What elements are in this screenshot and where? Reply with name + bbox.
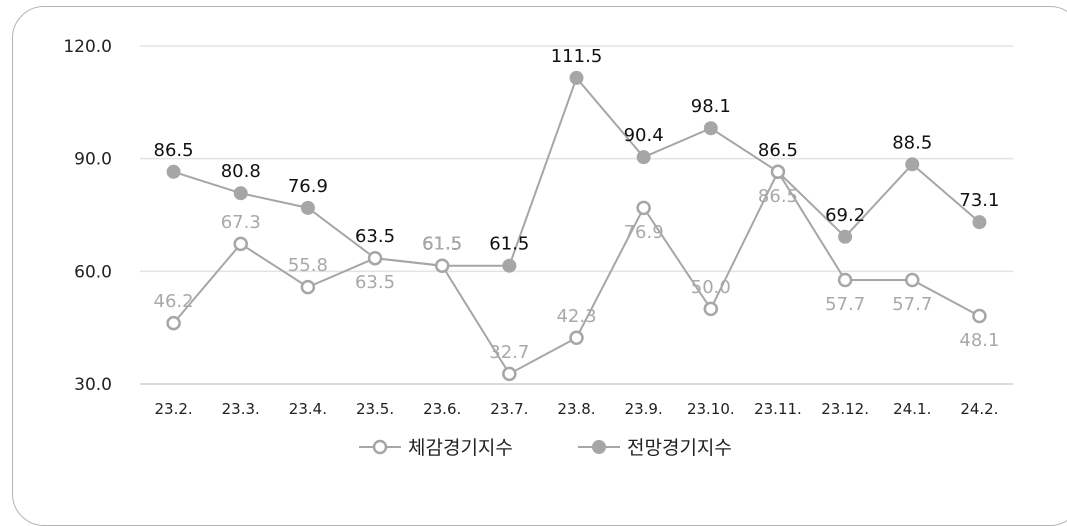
data-label-series-2: 88.5 — [892, 132, 932, 153]
x-tick-label: 23.11. — [754, 400, 802, 418]
data-label-series-1: 46.2 — [154, 291, 194, 312]
legend: 체감경기지수 전망경기지수 — [359, 437, 732, 459]
legend-marker-series-1 — [372, 439, 388, 455]
data-label-series-1: 57.7 — [892, 294, 932, 315]
data-point-series-2 — [905, 157, 920, 172]
data-point-series-1 — [233, 236, 248, 252]
x-tick-label: 23.5. — [356, 400, 394, 418]
data-point-series-1 — [166, 315, 181, 331]
x-tick-label: 23.9. — [625, 400, 663, 418]
data-label-series-2: 80.8 — [221, 161, 261, 182]
y-tick-label: 30.0 — [74, 375, 112, 395]
x-tick-label: 23.8. — [557, 400, 595, 418]
data-point-series-2 — [502, 258, 517, 273]
data-point-series-1 — [972, 308, 987, 324]
series-line-2 — [173, 75, 981, 267]
data-point-series-2 — [569, 70, 584, 85]
data-point-series-2 — [972, 215, 987, 230]
x-tick-label: 23.2. — [154, 400, 192, 418]
data-labels: 86.5 80.8 76.9 63.5 61.5 61.5 111.5 90.4 98.1 86.… — [154, 46, 1000, 363]
series-lines — [172, 75, 981, 376]
data-label-series-2: 98.1 — [691, 96, 731, 117]
x-tick-label: 23.4. — [289, 400, 327, 418]
data-point-series-1 — [905, 272, 920, 288]
data-label-series-1: 57.7 — [825, 294, 865, 315]
data-label-series-1: 67.3 — [221, 212, 261, 233]
x-tick-label: 23.6. — [423, 400, 461, 418]
data-label-series-1: 86.5 — [758, 186, 798, 207]
data-point-series-1 — [837, 272, 853, 288]
x-tick-label: 24.2. — [960, 400, 998, 418]
data-label-series-2: 69.2 — [825, 205, 865, 226]
data-label-series-2: 86.5 — [758, 140, 798, 161]
y-tick-label: 60.0 — [74, 262, 112, 282]
x-axis-ticks: 23.2. 23.3. 23.4. 23.5. 23.6. 23.7. 23.8. 23.9.… — [154, 400, 998, 418]
legend-marker-series-2 — [592, 440, 606, 454]
data-label-series-2: 61.5 — [489, 234, 529, 255]
x-tick-label: 23.7. — [490, 400, 528, 418]
data-label-series-1: 50.0 — [691, 277, 731, 298]
data-point-series-2 — [166, 164, 181, 179]
data-point-series-1 — [367, 250, 383, 266]
data-point-series-1 — [703, 301, 719, 317]
x-tick-label: 24.1. — [893, 400, 931, 418]
data-point-series-1 — [300, 279, 316, 295]
legend-label-series-2: 전망경기지수 — [627, 437, 732, 459]
legend-label-series-1: 체감경기지수 — [408, 437, 513, 459]
data-label-series-2: 76.9 — [288, 176, 328, 197]
x-tick-label: 23.12. — [821, 400, 869, 418]
data-label-series-2: 90.4 — [624, 125, 664, 146]
data-point-series-1 — [636, 200, 651, 216]
data-point-series-1 — [770, 164, 786, 180]
y-tick-label: 120.0 — [63, 37, 112, 57]
data-label-series-1: 63.5 — [355, 272, 395, 293]
data-point-series-2 — [838, 229, 853, 244]
series-markers — [166, 70, 987, 382]
data-label-series-2: 61.5 — [422, 234, 462, 255]
data-point-series-1 — [502, 366, 517, 382]
y-tick-label: 90.0 — [74, 150, 112, 170]
data-point-series-1 — [434, 258, 450, 273]
data-point-series-2 — [300, 200, 315, 215]
x-tick-label: 23.3. — [222, 400, 260, 418]
data-label-series-2: 73.1 — [959, 190, 999, 211]
data-label-series-1: 32.7 — [489, 342, 529, 363]
data-label-series-2: 86.5 — [154, 140, 194, 161]
line-chart: 120.090.060.030.0 23.2. 23.3. 23.4. 23.5. 23… — [63, 37, 1013, 459]
x-tick-label: 23.10. — [687, 400, 735, 418]
data-point-series-2 — [703, 121, 718, 136]
data-label-series-1: 55.8 — [288, 255, 328, 276]
y-axis-ticks: 120.0 90.0 60.0 30.0 — [63, 37, 112, 395]
data-label-series-2: 111.5 — [551, 46, 603, 67]
data-label-series-1: 76.9 — [624, 222, 664, 243]
gridlines — [140, 45, 1013, 385]
data-point-series-2 — [636, 150, 651, 165]
data-label-series-1: 61.5 — [422, 234, 462, 255]
data-label-series-1: 42.3 — [556, 306, 596, 327]
data-label-series-2: 63.5 — [355, 226, 395, 247]
data-label-series-1: 48.1 — [959, 330, 999, 351]
data-point-series-2 — [233, 186, 248, 201]
data-point-series-1 — [569, 330, 584, 346]
